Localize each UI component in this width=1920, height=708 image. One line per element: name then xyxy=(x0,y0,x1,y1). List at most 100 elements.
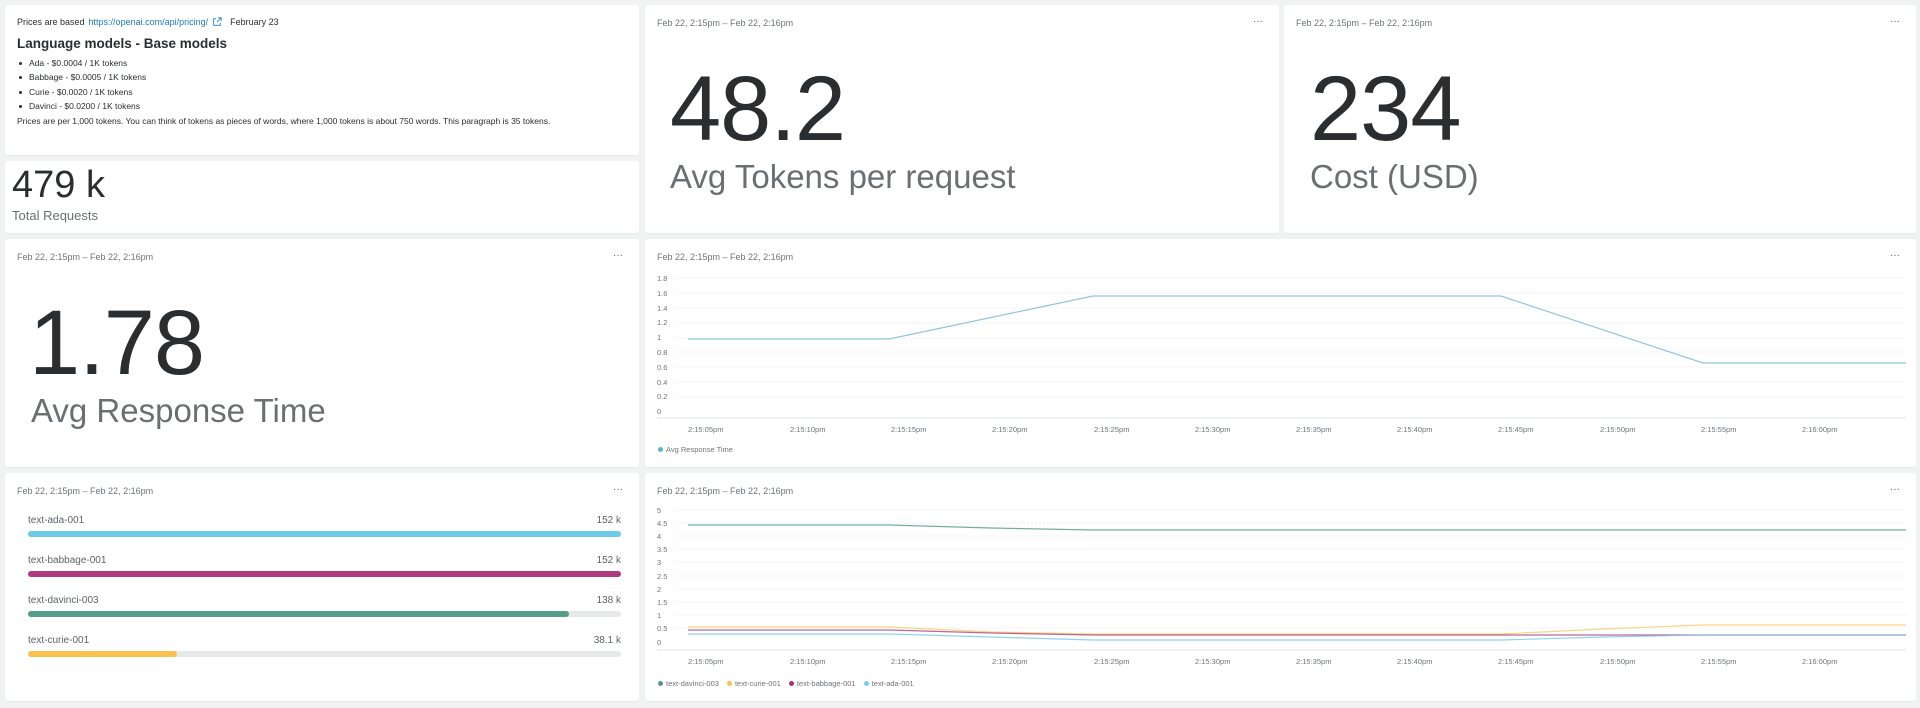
bar-fill xyxy=(28,611,569,617)
svg-text:2:15:10pm: 2:15:10pm xyxy=(790,657,825,666)
svg-text:0.8: 0.8 xyxy=(657,348,667,357)
svg-text:2:15:45pm: 2:15:45pm xyxy=(1498,657,1533,666)
svg-text:2:15:55pm: 2:15:55pm xyxy=(1701,425,1736,434)
svg-text:1.8: 1.8 xyxy=(657,274,667,283)
x-axis: 2:15:05pm 2:15:10pm 2:15:15pm 2:15:20pm … xyxy=(688,657,1837,666)
svg-text:2:15:40pm: 2:15:40pm xyxy=(1397,657,1432,666)
cost-value: 234 xyxy=(1310,58,1461,160)
y-axis: 5 4.5 4 3.5 3 2.5 2 1.5 1 0.5 0 xyxy=(657,506,667,647)
model-response-chart-card: Feb 22, 2:15pm – Feb 22, 2:16pm ··· 5 4.… xyxy=(645,473,1916,701)
total-requests-label: Total Requests xyxy=(12,208,98,223)
line-text-babbage-001[interactable] xyxy=(688,629,1906,636)
avg-response-time-line[interactable] xyxy=(688,295,1906,364)
bar-track xyxy=(28,531,621,537)
bar-label: text-babbage-001 xyxy=(28,555,107,566)
list-item: Curie - $0.0020 / 1K tokens xyxy=(17,85,627,99)
more-menu-icon[interactable]: ··· xyxy=(1253,16,1263,27)
pricing-source: Prices are based https://openai.com/api/… xyxy=(17,17,627,27)
svg-text:0: 0 xyxy=(657,407,661,416)
legend-dot-icon xyxy=(658,447,663,452)
svg-text:2:15:30pm: 2:15:30pm xyxy=(1195,425,1230,434)
svg-text:1: 1 xyxy=(657,611,661,620)
pricing-prefix: Prices are based xyxy=(17,17,85,27)
more-menu-icon[interactable]: ··· xyxy=(1890,250,1900,261)
more-menu-icon[interactable]: ··· xyxy=(1890,16,1900,27)
bar-value: 138 k xyxy=(596,595,621,606)
external-link-icon[interactable] xyxy=(212,17,222,27)
svg-text:2:15:35pm: 2:15:35pm xyxy=(1296,657,1331,666)
legend-item-curie[interactable]: text-curie-001 xyxy=(726,679,781,688)
list-item: Babbage - $0.0005 / 1K tokens xyxy=(17,70,627,84)
svg-text:2:15:40pm: 2:15:40pm xyxy=(1397,425,1432,434)
svg-text:0.6: 0.6 xyxy=(657,363,667,372)
svg-text:2:15:10pm: 2:15:10pm xyxy=(790,425,825,434)
time-range: Feb 22, 2:15pm – Feb 22, 2:16pm xyxy=(657,252,794,262)
pricing-link[interactable]: https://openai.com/api/pricing/ xyxy=(88,17,209,27)
legend-item-babbage[interactable]: text-babbage-001 xyxy=(788,679,856,688)
bar-fill xyxy=(28,651,177,657)
cost-card: Feb 22, 2:15pm – Feb 22, 2:16pm ··· 234 … xyxy=(1284,5,1916,233)
avg-response-value: 1.78 xyxy=(29,292,205,394)
svg-text:2:15:55pm: 2:15:55pm xyxy=(1701,657,1736,666)
pricing-heading: Language models - Base models xyxy=(17,36,228,51)
svg-text:1.2: 1.2 xyxy=(657,318,667,327)
response-time-chart-card: Feb 22, 2:15pm – Feb 22, 2:16pm ··· 1.8 … xyxy=(645,239,1916,467)
time-range: Feb 22, 2:15pm – Feb 22, 2:16pm xyxy=(1296,18,1433,28)
bar-fill xyxy=(28,531,621,537)
bar-track xyxy=(28,571,621,577)
line-text-curie-001[interactable] xyxy=(688,624,1906,635)
svg-text:0.2: 0.2 xyxy=(657,392,667,401)
legend-item-ada[interactable]: text-ada-001 xyxy=(863,679,914,688)
legend-label: text-ada-001 xyxy=(871,679,914,688)
bar-track xyxy=(28,611,621,617)
line-text-ada-001[interactable] xyxy=(688,633,1906,641)
more-menu-icon[interactable]: ··· xyxy=(613,484,623,495)
more-menu-icon[interactable]: ··· xyxy=(1890,484,1900,495)
chart-legend: text-davinci-003 text-curie-001 text-bab… xyxy=(658,679,914,688)
svg-text:2: 2 xyxy=(657,585,661,594)
chart-legend: Avg Response Time xyxy=(658,445,733,454)
svg-text:4: 4 xyxy=(657,532,661,541)
bar-value: 38.1 k xyxy=(593,635,621,646)
bar-label: text-davinci-003 xyxy=(28,595,99,606)
avg-response-label: Avg Response Time xyxy=(31,392,326,429)
legend-label: text-babbage-001 xyxy=(796,679,856,688)
legend-item[interactable]: Avg Response Time xyxy=(658,445,733,454)
pricing-list: Ada - $0.0004 / 1K tokens Babbage - $0.0… xyxy=(17,56,627,113)
pricing-date: February 23 xyxy=(230,17,279,27)
legend-item-davinci[interactable]: text-davinci-003 xyxy=(658,679,719,688)
svg-text:4.5: 4.5 xyxy=(657,519,667,528)
svg-text:2:15:15pm: 2:15:15pm xyxy=(891,425,926,434)
svg-text:1.5: 1.5 xyxy=(657,598,667,607)
bar-label: text-ada-001 xyxy=(28,515,85,526)
avg-tokens-label: Avg Tokens per request xyxy=(670,158,1016,195)
y-axis: 1.8 1.6 1.4 1.2 1 0.8 0.6 0.4 0.2 0 xyxy=(657,274,667,416)
svg-text:2:15:25pm: 2:15:25pm xyxy=(1094,657,1129,666)
legend-label: text-davinci-003 xyxy=(666,679,719,688)
more-menu-icon[interactable]: ··· xyxy=(613,250,623,261)
pricing-note: Prices are per 1,000 tokens. You can thi… xyxy=(17,116,551,127)
svg-text:2:15:30pm: 2:15:30pm xyxy=(1195,657,1230,666)
svg-text:2:15:15pm: 2:15:15pm xyxy=(891,657,926,666)
time-range: Feb 22, 2:15pm – Feb 22, 2:16pm xyxy=(657,18,794,28)
legend-dot-icon xyxy=(863,681,869,686)
svg-text:1.4: 1.4 xyxy=(657,304,667,313)
model-requests-card: Feb 22, 2:15pm – Feb 22, 2:16pm ··· text… xyxy=(5,473,639,701)
response-time-line-chart[interactable]: 1.8 1.6 1.4 1.2 1 0.8 0.6 0.4 0.2 0 2:15… xyxy=(645,239,1916,467)
avg-tokens-value: 48.2 xyxy=(670,58,846,160)
svg-text:1.6: 1.6 xyxy=(657,289,667,298)
legend-label: Avg Response Time xyxy=(666,445,733,454)
time-range: Feb 22, 2:15pm – Feb 22, 2:16pm xyxy=(657,486,794,496)
model-response-line-chart[interactable]: 5 4.5 4 3.5 3 2.5 2 1.5 1 0.5 0 2:15:05p… xyxy=(645,473,1916,701)
avg-tokens-card: Feb 22, 2:15pm – Feb 22, 2:16pm ··· 48.2… xyxy=(645,5,1279,233)
line-text-davinci-003[interactable] xyxy=(688,524,1906,531)
bar-label: text-curie-001 xyxy=(28,635,90,646)
svg-text:0.4: 0.4 xyxy=(657,378,667,387)
x-axis: 2:15:05pm 2:15:10pm 2:15:15pm 2:15:20pm … xyxy=(688,425,1837,434)
svg-text:2:15:50pm: 2:15:50pm xyxy=(1600,657,1635,666)
svg-text:2:16:00pm: 2:16:00pm xyxy=(1802,425,1837,434)
total-requests-value: 479 k xyxy=(12,164,105,206)
list-item: Davinci - $0.0200 / 1K tokens xyxy=(17,99,627,113)
svg-text:2:15:05pm: 2:15:05pm xyxy=(688,657,723,666)
svg-text:2:15:50pm: 2:15:50pm xyxy=(1600,425,1635,434)
